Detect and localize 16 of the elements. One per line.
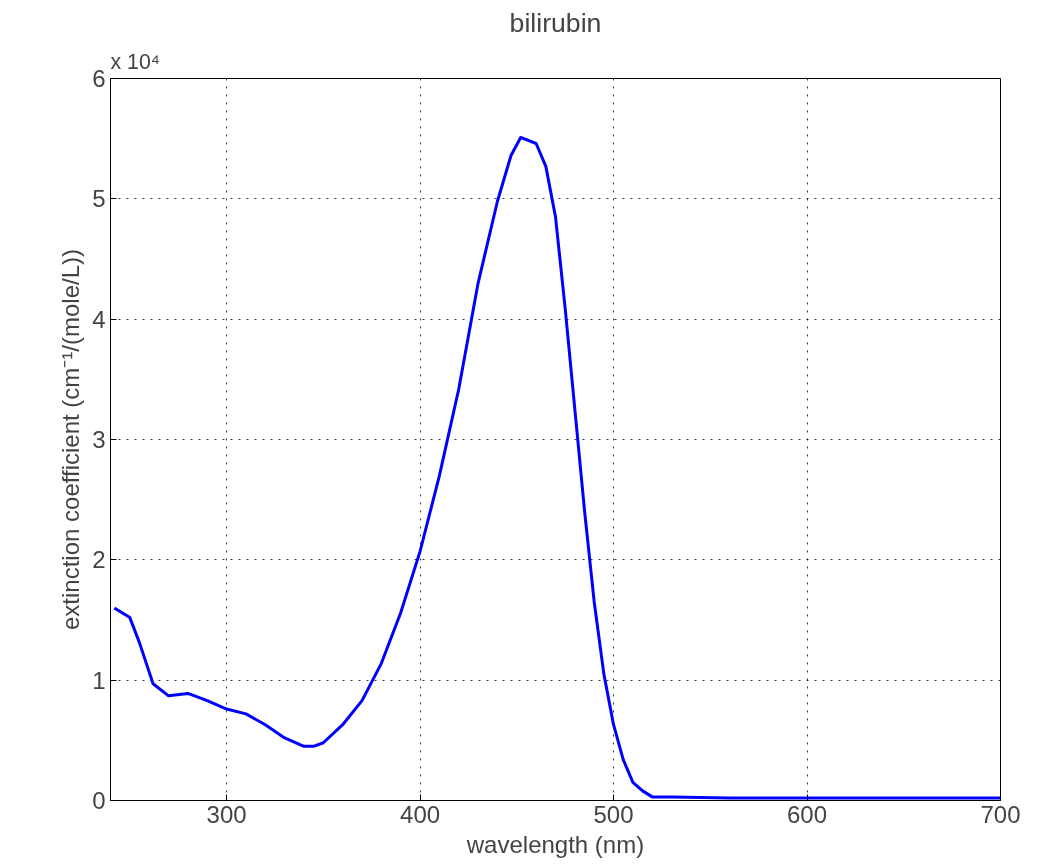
x-axis-title: wavelength (nm): [465, 830, 645, 858]
text: x 10⁴: [110, 49, 160, 74]
y-tick-label: 6: [92, 65, 106, 92]
y-tick-label: 3: [92, 426, 106, 453]
y-tick-label: 0: [92, 787, 106, 814]
x-tick-label: 600: [787, 800, 828, 828]
x-tick-label: 300: [206, 800, 247, 828]
y-tick-label: 4: [92, 305, 106, 333]
y-axis-title: extinction coefficient (cm⁻¹/(mole/L)): [57, 248, 85, 630]
y-tick-label: 1: [92, 666, 106, 694]
x-tick-label: 500: [593, 800, 634, 828]
x-tick-label: 700: [980, 800, 1021, 828]
chart-title: bilirubin: [509, 7, 602, 38]
x-tick-label: 400: [400, 800, 441, 828]
y-tick-label: 5: [92, 185, 106, 213]
y-tick-label: 2: [92, 546, 106, 574]
